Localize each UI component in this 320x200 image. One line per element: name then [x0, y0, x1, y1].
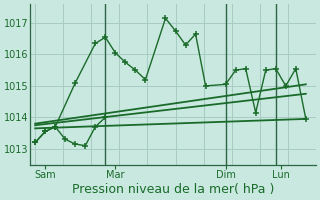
X-axis label: Pression niveau de la mer( hPa ): Pression niveau de la mer( hPa ) — [72, 183, 274, 196]
